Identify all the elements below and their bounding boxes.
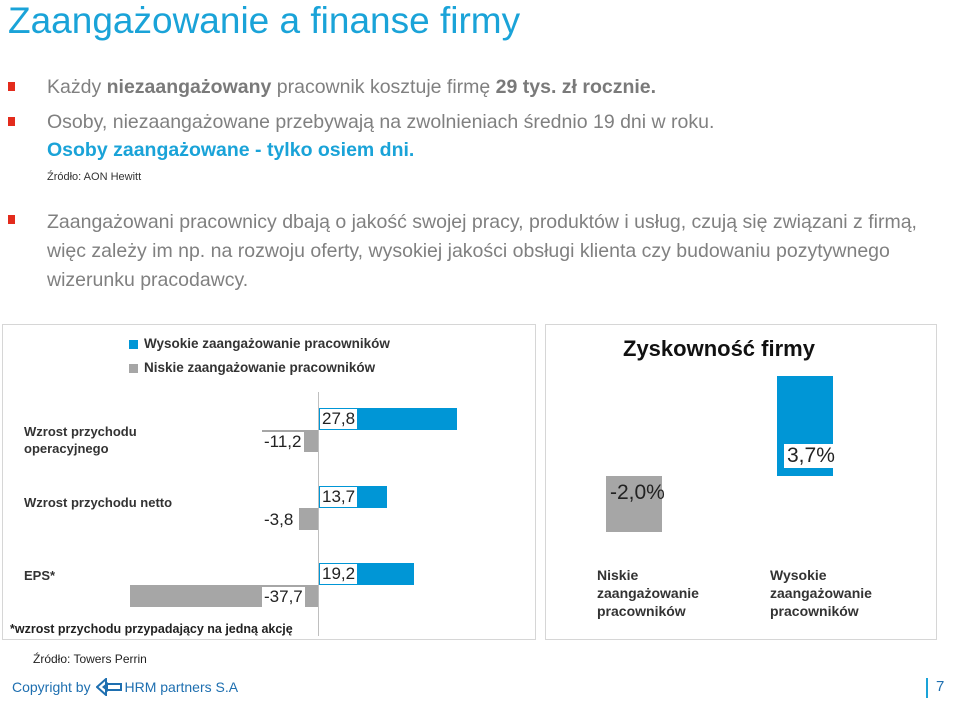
bar-low (606, 476, 662, 532)
category-label: EPS* (24, 568, 56, 583)
bullet-cost-mid: pracownik kosztuje firmę (271, 76, 496, 98)
bar-low-label: -11,2 (262, 432, 304, 452)
legend-high-label: Wysokie zaangażowanie pracowników (144, 336, 390, 351)
legend-high-swatch (129, 339, 138, 349)
legend-low-swatch (129, 363, 138, 373)
eps-footnote: *wzrost przychodu przypadający na jedną … (10, 622, 293, 636)
hrm-logo-icon (95, 676, 123, 699)
page-number: 7 (936, 678, 945, 695)
category-label-high: Wysokie zaangażowanie pracowników (770, 567, 872, 619)
bullet-cost: Każdy niezaangażowany pracownik kosztuje… (47, 76, 656, 99)
bullet-cost-pre: Każdy (47, 76, 107, 98)
category-label: Wzrost przychodu netto (24, 495, 173, 510)
bullet-quality: Zaangażowani pracownicy dbają o jakość s… (47, 211, 917, 291)
legend-high: Wysokie zaangażowanie pracowników (129, 336, 390, 351)
bar-high-label: 13,7 (320, 487, 358, 507)
bullet-cost-bold: niezaangażowany (106, 76, 272, 98)
bullet-sick-leave: Osoby, niezaangażowane przebywają na zwo… (47, 111, 715, 133)
copyright-post: HRM partners S.A (124, 679, 239, 696)
category-label: Wzrost przychodu operacyjnego (24, 424, 137, 456)
bullet-cost-amount: 29 tys. zł rocznie. (495, 76, 657, 98)
bar-low-label: -3,8 (262, 510, 296, 530)
bullet-engaged-note: Osoby zaangażowane - tylko osiem dni. (47, 139, 415, 161)
source-aon: Źródło: AON Hewitt (47, 171, 142, 183)
profitability-title: Zyskowność firmy (623, 336, 815, 361)
bar-low (299, 508, 318, 530)
zero-axis (318, 392, 319, 636)
bar-low-label: -2,0% (610, 481, 665, 504)
bullet-marker-icon (8, 116, 18, 127)
copyright: Copyright by HRM partners S.A (12, 676, 239, 699)
legend-low-label: Niskie zaangażowanie pracowników (144, 360, 376, 375)
page-title: Zaangażowanie a finanse firmy (8, 0, 521, 41)
legend-low: Niskie zaangażowanie pracowników (129, 360, 375, 375)
bullet-marker-icon (8, 214, 18, 225)
bullet-marker-icon (8, 81, 18, 92)
bar-high-label: 19,2 (320, 564, 358, 584)
bar-high-label: 27,8 (320, 409, 358, 429)
page-number-divider (926, 678, 928, 698)
copyright-pre: Copyright by (12, 679, 91, 696)
bar-high-label: 3,7% (784, 444, 838, 468)
source-towers-perrin: Źródło: Towers Perrin (33, 652, 147, 666)
bar-low-label: -37,7 (262, 587, 305, 607)
category-label-low: Niskie zaangażowanie pracowników (597, 567, 699, 619)
